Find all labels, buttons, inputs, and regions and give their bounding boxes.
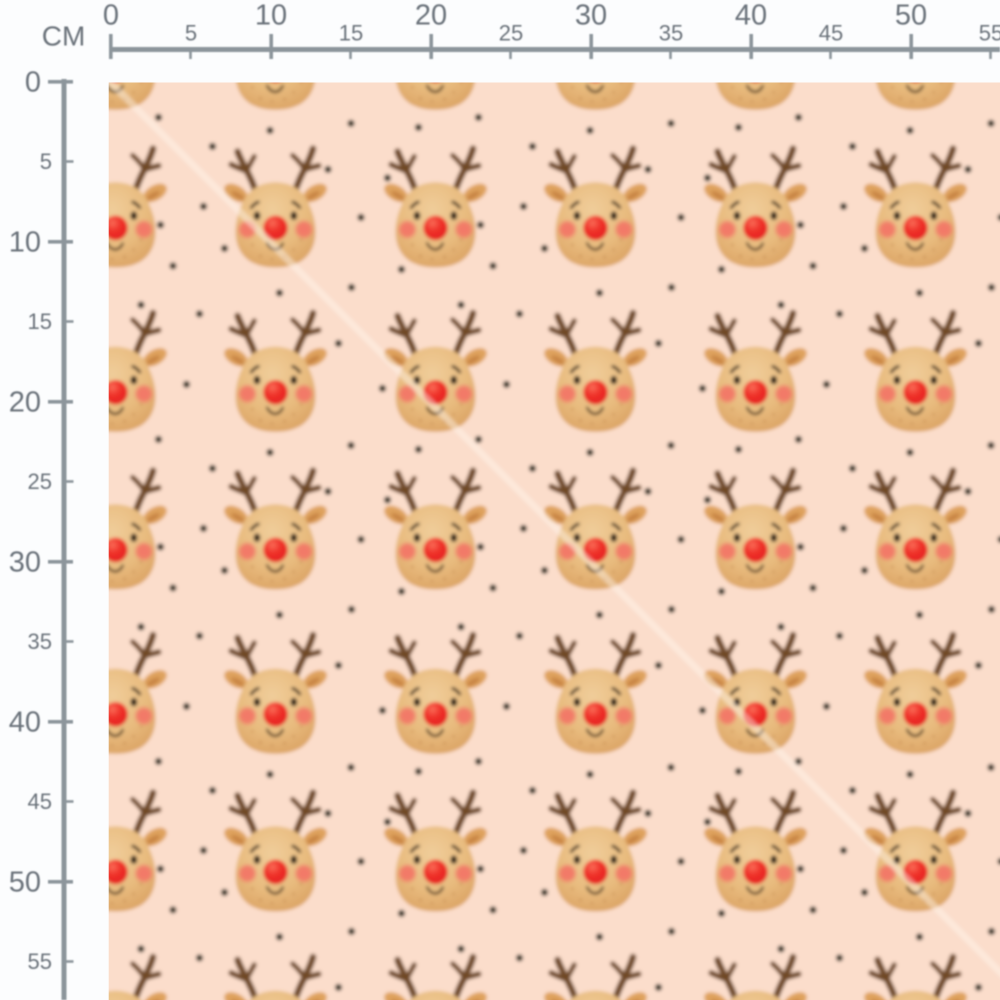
svg-text:40: 40 [735, 0, 767, 32]
svg-text:25: 25 [28, 469, 52, 494]
svg-text:35: 35 [28, 629, 52, 654]
svg-text:10: 10 [255, 0, 287, 32]
svg-text:15: 15 [339, 21, 363, 46]
svg-text:25: 25 [499, 21, 523, 46]
svg-text:55: 55 [28, 949, 52, 974]
svg-text:40: 40 [9, 707, 41, 739]
svg-text:55: 55 [979, 21, 1000, 46]
svg-text:20: 20 [415, 0, 447, 32]
svg-text:10: 10 [9, 227, 41, 259]
svg-text:CM: CM [42, 21, 86, 52]
svg-text:50: 50 [9, 867, 41, 899]
svg-text:15: 15 [28, 309, 52, 334]
svg-text:50: 50 [895, 0, 927, 32]
svg-text:35: 35 [659, 21, 683, 46]
svg-text:5: 5 [40, 149, 52, 174]
svg-text:20: 20 [9, 387, 41, 419]
svg-text:45: 45 [28, 789, 52, 814]
svg-text:5: 5 [185, 21, 197, 46]
svg-text:45: 45 [819, 21, 843, 46]
svg-text:0: 0 [25, 67, 41, 99]
svg-text:0: 0 [103, 0, 119, 32]
svg-text:30: 30 [9, 547, 41, 579]
svg-text:30: 30 [575, 0, 607, 32]
